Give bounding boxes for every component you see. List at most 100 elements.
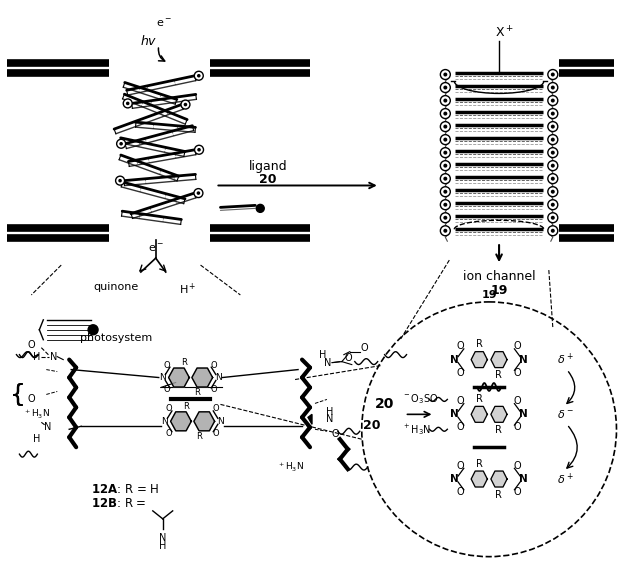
Circle shape [443, 203, 447, 207]
Circle shape [443, 229, 447, 233]
Circle shape [184, 103, 188, 106]
Text: R: R [496, 489, 502, 499]
Text: O: O [514, 487, 522, 497]
Text: 20: 20 [260, 173, 277, 186]
Circle shape [440, 147, 450, 158]
Text: O: O [457, 423, 465, 432]
Circle shape [116, 176, 125, 185]
Text: N: N [324, 358, 332, 368]
Text: N: N [450, 410, 459, 419]
Polygon shape [491, 351, 507, 368]
Text: 19: 19 [481, 290, 497, 300]
Circle shape [440, 69, 450, 80]
Polygon shape [471, 351, 487, 368]
Circle shape [548, 213, 558, 223]
Text: O: O [166, 429, 173, 438]
Circle shape [551, 190, 555, 194]
Circle shape [117, 139, 125, 148]
Circle shape [551, 112, 555, 116]
Circle shape [440, 186, 450, 197]
Circle shape [443, 98, 447, 103]
Text: $^+$H$_3$N: $^+$H$_3$N [23, 408, 50, 421]
Text: R: R [194, 388, 200, 397]
Text: O: O [457, 461, 465, 471]
Text: O: O [27, 394, 35, 405]
Circle shape [443, 151, 447, 155]
Circle shape [551, 72, 555, 76]
Text: H: H [159, 541, 166, 551]
Circle shape [548, 134, 558, 145]
Text: O: O [164, 360, 171, 370]
Circle shape [551, 216, 555, 220]
Text: $\{$: $\{$ [9, 381, 24, 408]
Circle shape [548, 160, 558, 171]
Circle shape [443, 125, 447, 129]
Text: R: R [476, 459, 483, 468]
Text: H: H [319, 350, 327, 360]
Circle shape [118, 179, 122, 182]
Text: R: R [476, 394, 483, 404]
Circle shape [548, 69, 558, 80]
Text: R: R [181, 358, 187, 367]
Text: quinone: quinone [93, 282, 138, 292]
Polygon shape [491, 471, 507, 487]
Text: O: O [457, 368, 465, 378]
Text: N: N [215, 373, 222, 382]
Circle shape [548, 173, 558, 184]
Text: O: O [457, 487, 465, 497]
Text: 20: 20 [375, 397, 394, 411]
Text: N: N [450, 474, 459, 484]
Circle shape [194, 189, 203, 198]
Text: 20: 20 [363, 419, 381, 432]
Text: N: N [161, 417, 168, 426]
Circle shape [440, 226, 450, 236]
Circle shape [197, 192, 200, 195]
Circle shape [551, 229, 555, 233]
Text: $\{$: $\{$ [9, 381, 24, 408]
Circle shape [194, 145, 204, 154]
Circle shape [443, 112, 447, 116]
Text: H: H [326, 407, 333, 418]
Circle shape [440, 213, 450, 223]
Text: N: N [217, 417, 224, 426]
Circle shape [440, 121, 450, 132]
Circle shape [551, 203, 555, 207]
Text: O: O [164, 385, 171, 394]
Circle shape [443, 72, 447, 76]
Text: O: O [211, 360, 217, 370]
Text: 19: 19 [491, 284, 508, 297]
Circle shape [440, 134, 450, 145]
Text: O: O [212, 429, 219, 438]
Text: O: O [166, 405, 173, 414]
Circle shape [440, 108, 450, 119]
Circle shape [123, 99, 132, 108]
Text: e$^-$: e$^-$ [156, 18, 172, 29]
Polygon shape [308, 414, 312, 424]
Circle shape [551, 98, 555, 103]
Text: $hv$: $hv$ [140, 34, 158, 48]
Text: O: O [27, 340, 35, 350]
Text: N: N [326, 414, 333, 424]
Text: O: O [361, 343, 368, 353]
Circle shape [88, 325, 98, 334]
Circle shape [181, 100, 190, 109]
Text: N: N [450, 355, 459, 364]
Text: ligand: ligand [249, 159, 288, 172]
Polygon shape [471, 406, 487, 422]
Text: N: N [160, 373, 166, 382]
Text: $\delta^-$: $\delta^-$ [557, 408, 574, 420]
Text: R: R [496, 370, 502, 380]
Circle shape [256, 205, 264, 212]
Text: photosystem: photosystem [80, 333, 152, 343]
Circle shape [440, 95, 450, 106]
Circle shape [197, 74, 201, 77]
Text: N: N [519, 355, 528, 364]
Circle shape [551, 151, 555, 155]
Text: O: O [211, 385, 217, 394]
Circle shape [440, 82, 450, 93]
Circle shape [440, 200, 450, 210]
Polygon shape [194, 412, 215, 431]
Text: $\delta^+$: $\delta^+$ [557, 352, 573, 367]
Text: O: O [514, 368, 522, 378]
Text: O: O [457, 396, 465, 406]
